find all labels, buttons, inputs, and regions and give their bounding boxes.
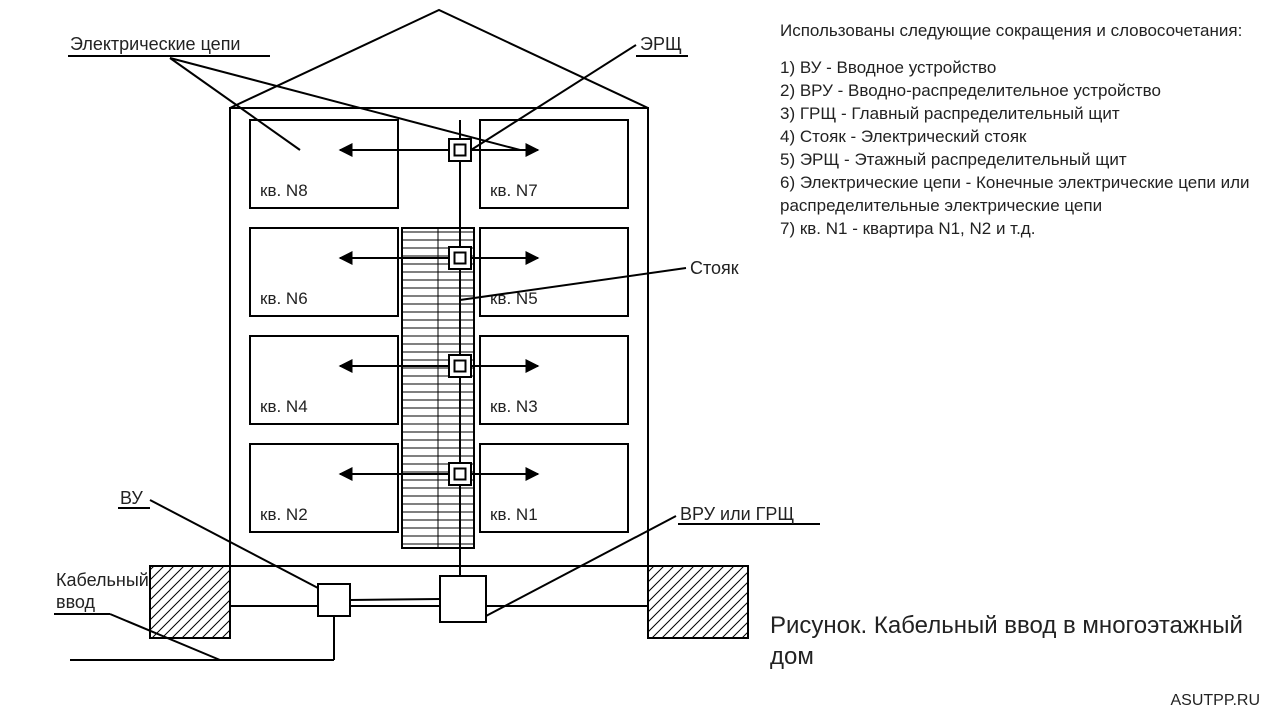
callout-vru: ВРУ или ГРЩ — [680, 504, 794, 525]
callout-circuits: Электрические цепи — [70, 34, 241, 55]
legend: Использованы следующие сокращения и слов… — [780, 20, 1260, 240]
svg-text:кв. N4: кв. N4 — [260, 397, 308, 416]
callout-vru-text: ВРУ или ГРЩ — [680, 504, 794, 524]
callout-cable-l1: Кабельный — [56, 570, 149, 590]
legend-item: 2) ВРУ - Вводно-распределительное устрой… — [780, 80, 1260, 103]
legend-item: 3) ГРЩ - Главный распределительный щит — [780, 103, 1260, 126]
legend-intro: Использованы следующие сокращения и слов… — [780, 20, 1260, 43]
callout-cable-l2: ввод — [56, 592, 95, 612]
svg-text:кв. N3: кв. N3 — [490, 397, 538, 416]
svg-text:кв. N7: кв. N7 — [490, 181, 538, 200]
svg-text:кв. N2: кв. N2 — [260, 505, 308, 524]
legend-item: 1) ВУ - Вводное устройство — [780, 57, 1260, 80]
callout-stoyak-text: Стояк — [690, 258, 739, 278]
brand-label: ASUTPP.RU — [1170, 692, 1260, 710]
svg-text:кв. N6: кв. N6 — [260, 289, 308, 308]
callout-ersh: ЭРЩ — [640, 34, 682, 55]
callout-vu: ВУ — [120, 488, 143, 509]
figure-caption: Рисунок. Кабельный ввод в многоэтажный д… — [770, 610, 1250, 672]
callout-circuits-text: Электрические цепи — [70, 34, 241, 54]
legend-items: 1) ВУ - Вводное устройство2) ВРУ - Вводн… — [780, 57, 1260, 241]
callout-vu-text: ВУ — [120, 488, 143, 508]
callout-stoyak: Стояк — [690, 258, 739, 279]
legend-item: 5) ЭРЩ - Этажный распределительный щит — [780, 149, 1260, 172]
callout-ersh-text: ЭРЩ — [640, 34, 682, 54]
callout-cable: Кабельный ввод — [56, 570, 149, 613]
svg-text:кв. N1: кв. N1 — [490, 505, 538, 524]
legend-item: 7) кв. N1 - квартира N1, N2 и т.д. — [780, 218, 1260, 241]
legend-item: 4) Стояк - Электрический стояк — [780, 126, 1260, 149]
svg-text:кв. N8: кв. N8 — [260, 181, 308, 200]
legend-item: 6) Электрические цепи - Конечные электри… — [780, 172, 1260, 218]
